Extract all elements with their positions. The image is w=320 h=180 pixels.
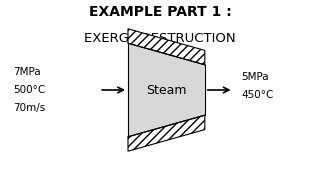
Polygon shape — [128, 115, 205, 151]
Polygon shape — [128, 43, 205, 137]
Text: Steam: Steam — [146, 84, 187, 96]
Text: 5MPa: 5MPa — [242, 72, 269, 82]
Text: 70m/s: 70m/s — [13, 103, 45, 113]
Text: 7MPa: 7MPa — [13, 67, 40, 77]
Text: 450°C: 450°C — [242, 90, 274, 100]
Polygon shape — [128, 29, 205, 65]
Text: EXAMPLE PART 1 :: EXAMPLE PART 1 : — [89, 5, 231, 19]
Text: 500°C: 500°C — [13, 85, 45, 95]
Text: EXERGY DESTRUCTION: EXERGY DESTRUCTION — [84, 32, 236, 45]
